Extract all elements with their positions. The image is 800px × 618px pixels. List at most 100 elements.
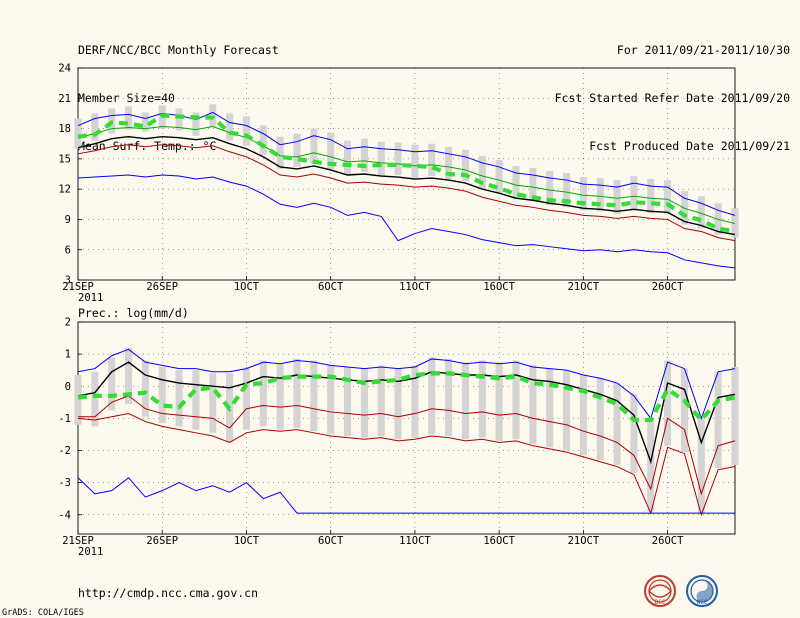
spread-bar <box>344 140 352 176</box>
bcc-logo-text: BCC <box>655 599 666 606</box>
produced-date-label: Fcst Produced Date 2011/09/21 <box>589 139 790 153</box>
spread-bar <box>175 370 183 427</box>
spread-bar <box>630 176 638 211</box>
spread-bar <box>125 347 133 404</box>
spread-bar <box>91 371 99 427</box>
member-spread-bars <box>74 347 739 514</box>
bcc-logo: BCC <box>644 575 676 607</box>
x-tick-label: 21SEP <box>62 535 94 547</box>
series-min <box>77 174 736 269</box>
refer-date-label: Fcst Started Refer Date 2011/09/20 <box>554 91 790 105</box>
y-tick-label: 12 <box>58 184 71 196</box>
spread-bar <box>310 360 318 432</box>
spread-bar <box>242 368 250 430</box>
series-ensemble-mean <box>77 361 736 465</box>
spread-bar <box>445 146 453 180</box>
spread-bar <box>512 165 520 200</box>
spread-bar <box>310 128 318 164</box>
spread-bar <box>411 144 419 179</box>
spread-bar <box>360 368 368 438</box>
spread-bar <box>647 416 655 512</box>
spread-bar <box>461 362 469 440</box>
header-right-block: For 2011/09/21-2011/10/30 Fcst Started R… <box>555 10 790 170</box>
spread-bar <box>192 370 200 430</box>
x-tick-label: 26OCT <box>652 281 684 293</box>
spread-bar <box>141 360 149 417</box>
spread-bar <box>529 365 537 445</box>
spread-bar <box>546 170 554 206</box>
spread-bar <box>664 180 672 215</box>
spread-bar <box>377 365 385 437</box>
y-tick-label: 21 <box>58 93 71 105</box>
spread-bar <box>242 116 250 146</box>
spread-bar <box>630 394 638 473</box>
spread-bar <box>563 370 571 451</box>
prec-panel-label: Prec.: log(mm/d) <box>78 306 189 320</box>
series-lower-quartile <box>78 395 736 496</box>
spread-bar <box>428 143 436 177</box>
y-tick-label: -1 <box>58 413 71 425</box>
ncc-logo: NCC <box>686 575 718 607</box>
spread-bar <box>276 363 284 430</box>
spread-bar <box>74 118 82 149</box>
spread-bar <box>512 360 520 440</box>
spread-bar <box>360 138 368 172</box>
x-tick-label: 6OCT <box>318 535 344 547</box>
series-ensemble-mean <box>77 135 736 236</box>
spread-bar <box>209 373 217 433</box>
spread-bar <box>293 133 301 167</box>
spread-bar <box>563 172 571 208</box>
spread-bar <box>461 149 469 182</box>
spread-bar <box>394 142 402 176</box>
plot-frame <box>77 67 736 281</box>
spread-bar <box>192 112 200 136</box>
footer-url[interactable]: http://cmdp.ncc.cma.gov.cn <box>78 586 259 600</box>
spread-bar <box>74 375 82 425</box>
member-size-label: Member Size=40 <box>78 91 175 105</box>
spread-bar <box>596 178 604 212</box>
spread-bar <box>546 368 554 448</box>
spread-bar <box>394 368 402 440</box>
x-tick-label: 26OCT <box>652 535 684 547</box>
y-tick-label: -4 <box>58 509 71 521</box>
spread-bar <box>697 416 705 514</box>
spread-bar <box>141 112 149 132</box>
x-tick-label: 1OCT <box>234 281 260 293</box>
y-tick-label: -3 <box>58 477 71 489</box>
y-tick-label: 3 <box>65 275 71 287</box>
spread-bar <box>327 365 335 435</box>
x-tick-label: 21OCT <box>568 281 600 293</box>
spread-bar <box>259 360 267 427</box>
y-tick-label: 6 <box>65 244 71 256</box>
spread-bar <box>647 179 655 214</box>
spread-bar <box>428 357 436 435</box>
grads-credit: GrADS: COLA/IGES <box>2 608 84 618</box>
x-tick-label: 26SEP <box>146 281 178 293</box>
spread-bar <box>664 360 672 446</box>
y-tick-label: 18 <box>58 123 71 135</box>
series-observed <box>77 477 735 514</box>
spread-bar <box>714 371 722 469</box>
x-tick-label: 6OCT <box>318 281 344 293</box>
spread-bar <box>613 180 621 215</box>
forecast-range-label: For 2011/09/21-2011/10/30 <box>616 43 790 57</box>
spread-bar <box>411 365 419 438</box>
spread-bar <box>680 368 688 453</box>
y-tick-label: 24 <box>58 63 71 75</box>
spread-bar <box>377 141 385 177</box>
axis-year-label: 2011 <box>78 546 103 558</box>
spread-bar <box>91 113 99 141</box>
y-tick-label: 2 <box>65 317 71 329</box>
spread-bar <box>495 159 503 194</box>
member-spread-bars <box>74 104 739 238</box>
spread-bar <box>478 360 486 438</box>
chart-panel-1: 3 6 9 12 15 18 21 24 21SEP 26SEP 1OCT 6OCT 11OCT 16OC… <box>58 63 739 304</box>
axis-year-label: 2011 <box>78 292 103 304</box>
x-tick-label: 21OCT <box>568 535 600 547</box>
spread-bar <box>731 366 739 465</box>
x-tick-label: 11OCT <box>399 535 431 547</box>
spread-bar <box>125 106 133 130</box>
page-title: DERF/NCC/BCC Monthly Forecast <box>78 43 279 57</box>
spread-bar <box>579 375 587 456</box>
x-tick-label: 1OCT <box>234 535 260 547</box>
